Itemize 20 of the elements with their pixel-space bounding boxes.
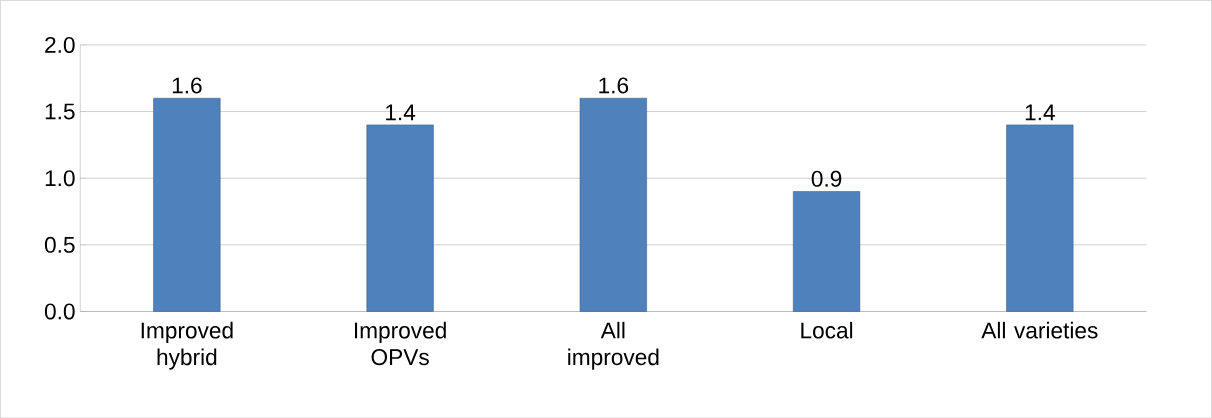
data-label: 1.4: [1025, 104, 1055, 120]
y-tick-label: 2.0: [45, 36, 75, 53]
x-tick-label: All varieties: [981, 321, 1098, 339]
y-tick-label: 1.5: [45, 103, 75, 120]
y-tick-label: 0.0: [44, 303, 75, 320]
bar: [153, 97, 221, 312]
bar: [792, 191, 861, 312]
data-label: 1.6: [172, 77, 202, 94]
data-label: 0.9: [811, 170, 842, 187]
bar: [579, 97, 647, 312]
y-tick-label: 0.5: [44, 236, 75, 253]
x-tick-label: Local: [801, 321, 853, 339]
x-tick-label: Improved hybrid: [141, 321, 233, 370]
data-label: 1.6: [599, 77, 629, 94]
bar: [1006, 124, 1074, 312]
y-tick-label: 1.0: [45, 169, 75, 187]
data-label: 1.4: [386, 104, 416, 120]
bar: [366, 124, 434, 312]
x-tick-label: All improved: [568, 321, 659, 370]
x-tick-label: Improved OPVs: [354, 321, 446, 365]
